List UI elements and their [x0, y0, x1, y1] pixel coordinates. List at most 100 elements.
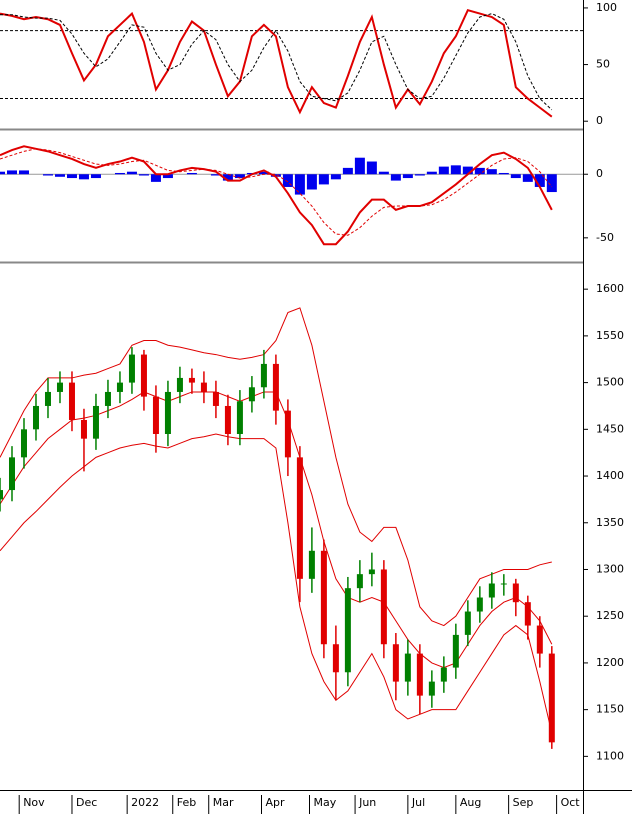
candle-body — [500, 583, 507, 585]
candle-body — [104, 391, 111, 406]
candle-body — [512, 583, 519, 603]
histogram-bar — [450, 165, 461, 175]
histogram-bar — [78, 174, 89, 180]
y-tick-label: 0 — [596, 167, 603, 180]
x-tick-label: 2022 — [131, 796, 159, 809]
y-tick-label: 1600 — [596, 282, 624, 295]
candle-body — [320, 550, 327, 645]
x-tick-label: May — [313, 796, 336, 809]
histogram-bar — [546, 174, 557, 193]
candle-body — [56, 382, 63, 392]
candle-body — [272, 363, 279, 411]
candle-body — [428, 681, 435, 696]
histogram-bar — [486, 169, 497, 175]
x-tick-label: Dec — [76, 796, 97, 809]
histogram-bar — [150, 174, 161, 182]
histogram-bar — [534, 174, 545, 187]
histogram-bar — [138, 174, 149, 176]
histogram-bar — [414, 174, 425, 176]
histogram-bar — [0, 171, 5, 175]
candle-body — [176, 377, 183, 392]
y-tick-label: 0 — [596, 114, 603, 127]
histogram-bar — [54, 174, 65, 177]
indicator-line — [0, 148, 553, 236]
histogram-bar — [342, 167, 353, 175]
candle-body — [164, 391, 171, 434]
candle-body — [464, 611, 471, 635]
histogram-bar — [318, 174, 329, 185]
x-tick-label: Sep — [513, 796, 534, 809]
histogram-bar — [222, 174, 233, 181]
histogram-bar — [462, 166, 473, 175]
candle-body — [344, 588, 351, 673]
candle-body — [248, 387, 255, 402]
histogram-bar — [294, 174, 305, 195]
histogram-bar — [354, 157, 365, 175]
x-tick-label: Mar — [213, 796, 234, 809]
candle-body — [80, 419, 87, 439]
y-tick-label: 1550 — [596, 329, 624, 342]
y-tick-label: 1300 — [596, 562, 624, 575]
candle-body — [308, 550, 315, 579]
x-tick-label: Aug — [460, 796, 481, 809]
y-tick-label: 100 — [596, 1, 617, 14]
candle-body — [452, 634, 459, 668]
indicator-line — [0, 145, 553, 246]
candle-body — [524, 602, 531, 626]
y-tick-label: 1400 — [596, 469, 624, 482]
histogram-bar — [90, 174, 101, 179]
histogram-bar — [270, 174, 281, 177]
candle-body — [0, 490, 3, 500]
candle-body — [404, 653, 411, 682]
x-tick-label: Oct — [561, 796, 581, 809]
y-tick-label: 1350 — [596, 516, 624, 529]
candle-body — [188, 377, 195, 383]
histogram-bar — [66, 174, 77, 179]
histogram-bar — [438, 166, 449, 175]
histogram-bar — [6, 170, 17, 175]
histogram-bar — [282, 174, 293, 187]
band-line — [0, 433, 553, 734]
candle-body — [116, 382, 123, 392]
candle-body — [296, 457, 303, 579]
histogram-bar — [330, 174, 341, 180]
histogram-bar — [366, 161, 377, 175]
band-line — [0, 307, 552, 627]
candle-body — [200, 382, 207, 392]
histogram-bar — [390, 174, 401, 181]
x-tick-label: Jun — [358, 796, 376, 809]
histogram-bar — [426, 171, 437, 175]
candle-body — [392, 644, 399, 682]
y-tick-label: 1150 — [596, 703, 624, 716]
x-tick-label: Jul — [411, 796, 425, 809]
histogram-bar — [234, 174, 245, 179]
histogram-bar — [378, 171, 389, 175]
candle-body — [32, 405, 39, 430]
histogram-bar — [498, 172, 509, 175]
candle-body — [224, 405, 231, 434]
candle-body — [44, 391, 51, 406]
candle-body — [536, 625, 543, 654]
x-tick-label: Feb — [177, 796, 196, 809]
candle-body — [380, 569, 387, 645]
histogram-bar — [306, 174, 317, 190]
y-tick-label: 1200 — [596, 656, 624, 669]
y-tick-label: 1250 — [596, 609, 624, 622]
histogram-bar — [126, 171, 137, 175]
candle-body — [332, 644, 339, 673]
candle-body — [260, 363, 267, 388]
candle-body — [368, 569, 375, 575]
candle-body — [440, 667, 447, 682]
candle-body — [152, 396, 159, 434]
histogram-bar — [42, 174, 53, 176]
y-tick-label: 1450 — [596, 422, 624, 435]
histogram-bar — [510, 174, 521, 179]
candle-body — [140, 354, 147, 397]
y-tick-label: 1100 — [596, 749, 624, 762]
histogram-bar — [258, 171, 269, 175]
histogram-bar — [18, 170, 29, 175]
candle-body — [548, 653, 555, 743]
